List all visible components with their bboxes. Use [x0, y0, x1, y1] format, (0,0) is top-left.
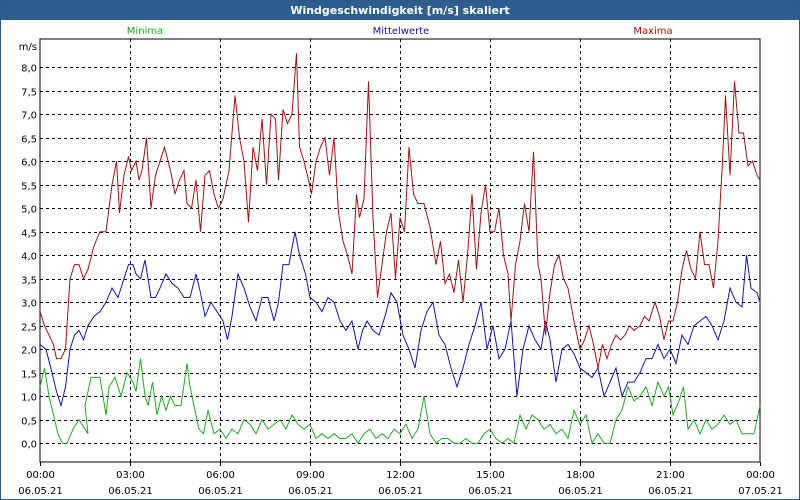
- legend-entry: Minima: [127, 26, 163, 37]
- series-line: [39, 53, 761, 369]
- y-tick-label: 0,0: [21, 440, 37, 451]
- x-tick-time: 00:00: [746, 470, 775, 481]
- x-tick-date: 06.05.21: [558, 486, 603, 497]
- y-tick-label: 0,5: [21, 417, 37, 428]
- x-tick-date: 06.05.21: [378, 486, 423, 497]
- x-tick-date: 06.05.21: [648, 486, 693, 497]
- y-axis-unit: m/s: [19, 42, 37, 53]
- y-tick-label: 5,0: [21, 205, 37, 216]
- y-tick-label: 6,0: [21, 158, 37, 169]
- y-tick-label: 4,0: [21, 252, 37, 263]
- y-tick-label: 1,0: [21, 393, 37, 404]
- legend-entry: Mittelwerte: [373, 26, 430, 37]
- y-tick-label: 7,5: [21, 88, 37, 99]
- x-tick-date: 07.05.21: [738, 486, 783, 497]
- x-tick-date: 06.05.21: [198, 486, 243, 497]
- x-tick-time: 06:00: [206, 470, 235, 481]
- x-tick-date: 06.05.21: [18, 486, 63, 497]
- x-tick-time: 21:00: [656, 470, 685, 481]
- x-tick-date: 06.05.21: [108, 486, 153, 497]
- y-tick-label: 1,5: [21, 370, 37, 381]
- y-tick-label: 4,5: [21, 229, 37, 240]
- window-title: Windgeschwindigkeit [m/s] skaliert: [1, 1, 799, 20]
- series-line: [39, 358, 761, 445]
- y-tick-label: 8,0: [21, 64, 37, 75]
- x-tick-time: 18:00: [566, 470, 595, 481]
- x-tick-time: 09:00: [296, 470, 325, 481]
- x-tick-time: 15:00: [476, 470, 505, 481]
- y-tick-label: 6,5: [21, 135, 37, 146]
- legend-entry: Maxima: [633, 26, 672, 37]
- y-tick-label: 7,0: [21, 111, 37, 122]
- y-tick-label: 3,0: [21, 299, 37, 310]
- x-tick-time: 03:00: [116, 470, 145, 481]
- y-tick-label: 2,0: [21, 346, 37, 357]
- x-tick-date: 06.05.21: [468, 486, 513, 497]
- series-line: [39, 231, 761, 408]
- y-tick-label: 2,5: [21, 323, 37, 334]
- y-tick-label: 5,5: [21, 182, 37, 193]
- y-tick-label: 3,5: [21, 276, 37, 287]
- x-tick-time: 00:00: [26, 470, 55, 481]
- x-tick-date: 06.05.21: [288, 486, 333, 497]
- x-tick-time: 12:00: [386, 470, 415, 481]
